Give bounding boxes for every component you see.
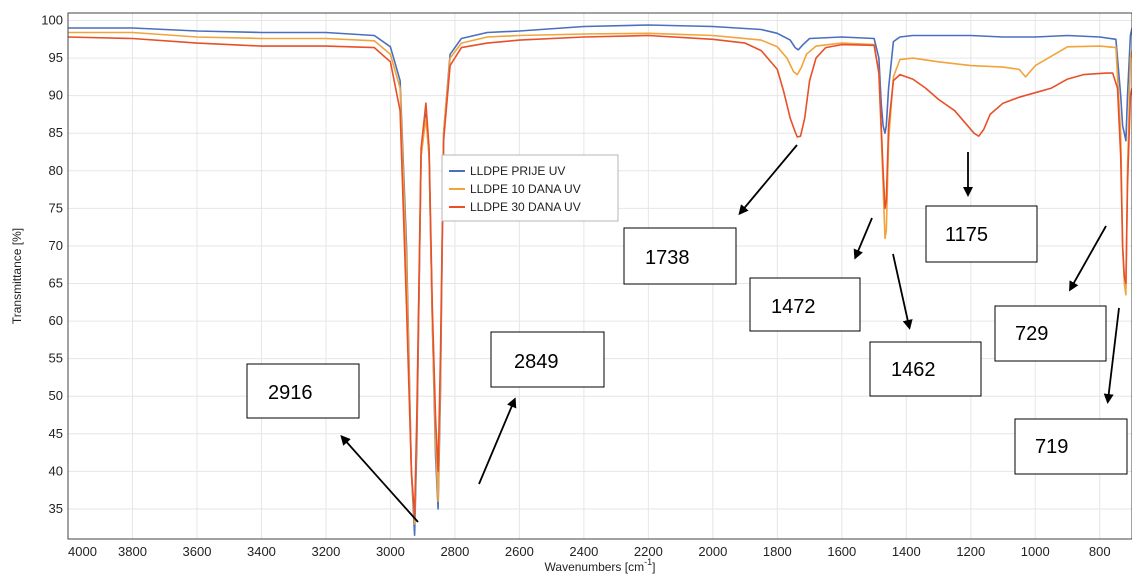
annotation-1175: 1175 [925,152,1038,263]
annotation-arrow-1472 [853,217,873,260]
y-tick-label-90: 90 [49,88,63,103]
annotation-729: 729 [994,225,1107,362]
annotation-arrow-719 [1103,307,1120,404]
annotation-box-719 [1014,418,1128,475]
annotation-box-1462 [869,341,982,397]
x-tick-label-1600: 1600 [827,544,856,559]
annotation-label-2849: 2849 [514,351,559,373]
y-tick-label-35: 35 [49,501,63,516]
annotation-arrow-2849 [478,397,517,485]
y-tick-label-55: 55 [49,351,63,366]
annotation-arrow-1738 [738,144,798,216]
y-tick-label-75: 75 [49,200,63,215]
x-tick-label-3000: 3000 [376,544,405,559]
annotation-label-2916: 2916 [268,382,313,404]
annotation-label-1472: 1472 [771,296,816,318]
x-tick-label-3800: 3800 [118,544,147,559]
annotation-label-719: 719 [1035,436,1068,458]
x-tick-label-2400: 2400 [569,544,598,559]
annotation-box-1472 [749,277,861,332]
annotation-label-1175: 1175 [945,224,988,246]
plot-frame [67,12,1132,540]
x-axis-title-superscript: -1 [644,557,652,567]
x-tick-label-2800: 2800 [440,544,469,559]
annotation-label-729: 729 [1015,323,1048,345]
annotation-box-729 [994,305,1107,362]
legend-label-series-1: LLDPE 10 DANA UV [470,182,581,196]
legend-box [441,154,619,222]
annotation-1462: 1462 [869,253,982,397]
annotation-box-2916 [246,363,360,419]
y-tick-label-60: 60 [49,313,63,328]
x-tick-label-1400: 1400 [892,544,921,559]
annotation-arrow-729 [1069,225,1107,292]
x-axis-title-end: ] [652,560,655,574]
annotation-2916: 2916 [246,363,419,523]
x-tick-label-1800: 1800 [763,544,792,559]
x-tick-label-1000: 1000 [1021,544,1050,559]
legend-label-series-2: LLDPE 30 DANA UV [470,200,581,214]
y-tick-label-40: 40 [49,463,63,478]
y-tick-label-70: 70 [49,238,63,253]
series-layer [67,24,1132,536]
annotation-label-1738: 1738 [645,247,690,269]
y-tick-label-100: 100 [41,13,63,28]
y-tick-label-65: 65 [49,276,63,291]
x-tick-label-3400: 3400 [247,544,276,559]
annotation-719: 719 [1014,307,1128,475]
x-tick-label-2600: 2600 [505,544,534,559]
annotation-label-1462: 1462 [891,359,936,381]
x-tick-label-4000: 4000 [68,544,97,559]
x-axis-title-main: Wavenumbers [cm [545,560,645,574]
annotation-box-1738 [623,227,737,285]
y-tick-label-50: 50 [49,388,63,403]
x-tick-label-2000: 2000 [698,544,727,559]
series-line-2 [67,34,1132,518]
y-tick-label-95: 95 [49,50,63,65]
x-axis-ticks: 4000 3800 3600 3400 3200 3000 2800 2600 2400 2200… [68,544,1111,559]
y-tick-label-85: 85 [49,125,63,140]
x-tick-label-2200: 2200 [634,544,663,559]
x-axis-title: Wavenumbers [cm-1] [545,557,656,574]
annotations: 2916 2849 1738 1472 1462 1175 [246,144,1128,523]
x-tick-label-1200: 1200 [956,544,985,559]
x-tick-label-3600: 3600 [183,544,212,559]
x-tick-label-3200: 3200 [311,544,340,559]
y-axis-ticks: 35 40 45 50 55 60 65 70 75 80 85 90 95 100 [41,13,63,516]
annotation-arrow-1462 [892,253,913,330]
annotation-2849: 2849 [478,331,605,485]
annotation-box-2849 [490,331,605,388]
legend: LLDPE PRIJE UV LLDPE 10 DANA UV LLDPE 30… [441,154,619,222]
annotation-arrow-2916 [340,435,419,523]
x-tick-label-800: 800 [1089,544,1111,559]
annotation-1472: 1472 [749,217,873,332]
legend-label-series-0: LLDPE PRIJE UV [470,164,565,178]
y-axis-title: Transmittance [%] [10,228,24,324]
y-tick-label-80: 80 [49,163,63,178]
annotation-1738: 1738 [623,144,798,285]
y-tick-label-45: 45 [49,426,63,441]
annotation-box-1175 [925,205,1038,263]
